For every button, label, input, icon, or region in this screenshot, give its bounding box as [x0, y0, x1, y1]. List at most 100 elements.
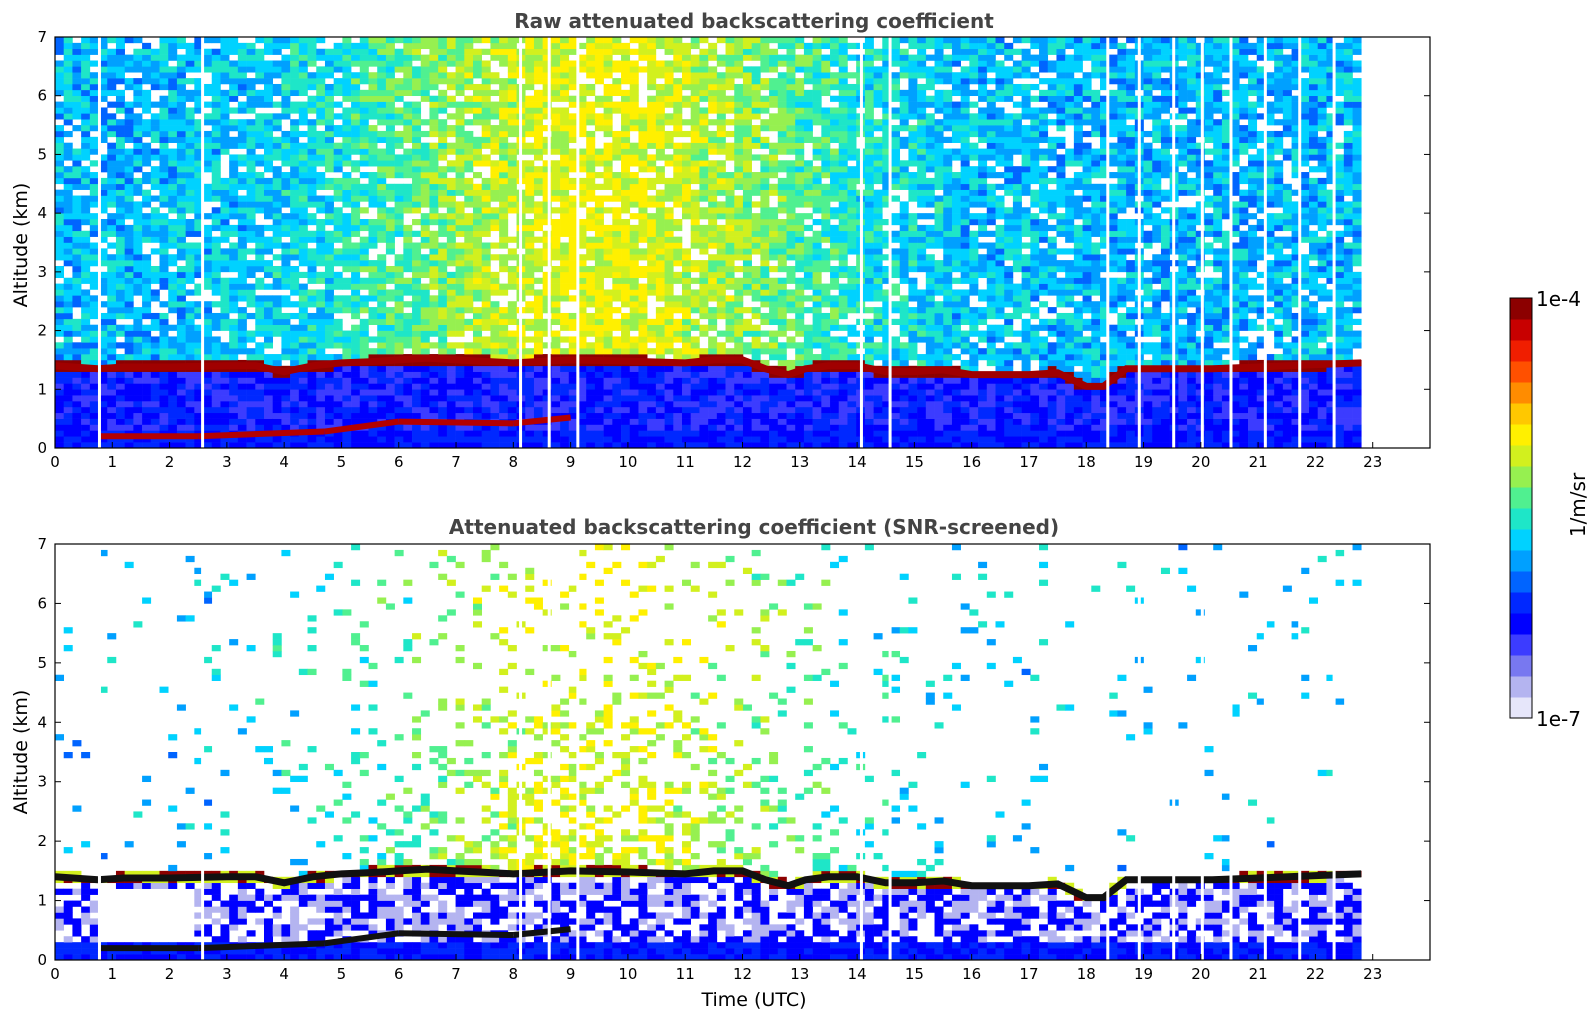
heatmap-cell: [464, 195, 474, 202]
heatmap-cell: [324, 119, 334, 126]
heatmap-cell: [89, 83, 99, 91]
heatmap-cell: [246, 54, 256, 61]
heatmap-cell: [403, 412, 413, 419]
heatmap-cell: [473, 242, 483, 249]
heatmap-cell: [385, 48, 395, 55]
heatmap-cell: [638, 389, 648, 396]
heatmap-cell: [586, 389, 596, 396]
heatmap-cell: [638, 248, 648, 255]
heatmap-cell: [246, 377, 256, 384]
heatmap-cell: [499, 324, 509, 331]
heatmap-cell: [176, 172, 186, 179]
heatmap-cell: [133, 330, 143, 337]
heatmap-cell: [298, 348, 308, 355]
heatmap-cell: [351, 72, 361, 79]
heatmap-cell: [716, 342, 726, 349]
heatmap-cell: [507, 430, 517, 437]
heatmap-cell: [664, 160, 674, 167]
heatmap-cell: [490, 189, 500, 196]
heatmap-cell: [107, 359, 117, 367]
heatmap-cell: [298, 183, 308, 190]
heatmap-cell: [115, 354, 125, 361]
heatmap-cell: [734, 219, 744, 226]
heatmap-cell: [664, 177, 674, 185]
heatmap-cell: [72, 89, 82, 97]
heatmap-cell: [525, 54, 535, 61]
heatmap-cell: [716, 389, 726, 396]
heatmap-cell: [629, 301, 639, 308]
heatmap-cell: [603, 89, 613, 97]
heatmap-cell: [107, 160, 117, 167]
heatmap-cell: [446, 271, 456, 279]
heatmap-cell: [98, 330, 108, 337]
heatmap-cell: [333, 336, 343, 343]
heatmap-cell: [211, 236, 221, 243]
heatmap-cell: [63, 48, 73, 55]
heatmap-cell: [115, 66, 125, 73]
heatmap-cell: [533, 401, 543, 408]
heatmap-cell: [394, 277, 404, 284]
heatmap-cell: [473, 201, 483, 208]
heatmap-cell: [734, 371, 744, 378]
heatmap-cell: [220, 401, 230, 408]
heatmap-cell: [603, 377, 613, 384]
heatmap-cell: [525, 301, 535, 308]
heatmap-cell: [176, 42, 186, 50]
heatmap-cell: [612, 136, 622, 143]
heatmap-cell: [55, 436, 65, 443]
heatmap-cell: [55, 160, 65, 167]
heatmap-cell: [368, 348, 378, 355]
heatmap-cell: [560, 148, 570, 155]
heatmap-cell: [594, 195, 604, 202]
heatmap-cell: [533, 101, 543, 108]
heatmap-cell: [237, 201, 247, 208]
heatmap-cell: [499, 89, 509, 97]
heatmap-cell: [629, 48, 639, 55]
heatmap-cell: [655, 101, 665, 108]
heatmap-cell: [72, 125, 82, 132]
heatmap-cell: [525, 230, 535, 237]
heatmap-cell: [734, 283, 744, 290]
heatmap-cell: [507, 236, 517, 243]
heatmap-cell: [725, 377, 735, 384]
heatmap-cell: [55, 207, 65, 214]
heatmap-cell: [72, 318, 82, 325]
heatmap-cell: [81, 66, 91, 73]
heatmap-cell: [290, 177, 300, 185]
heatmap-cell: [246, 172, 256, 179]
heatmap-cell: [72, 418, 82, 425]
heatmap-cell: [621, 295, 631, 302]
heatmap-cell: [81, 312, 91, 320]
heatmap-cell: [220, 406, 230, 414]
heatmap-cell: [220, 289, 230, 296]
heatmap-cell: [708, 389, 718, 396]
heatmap-cell: [638, 401, 648, 408]
heatmap-cell: [490, 412, 500, 419]
heatmap-cell: [690, 160, 700, 167]
heatmap-cell: [89, 418, 99, 425]
heatmap-cell: [586, 183, 596, 190]
heatmap-cell: [307, 154, 317, 161]
heatmap-cell: [185, 395, 195, 402]
heatmap-cell: [298, 189, 308, 196]
heatmap-cell: [246, 219, 256, 226]
heatmap-cell: [377, 312, 387, 320]
heatmap-cell: [647, 230, 657, 237]
heatmap-cell: [473, 60, 483, 67]
heatmap-cell: [429, 412, 439, 419]
heatmap-cell: [621, 336, 631, 343]
heatmap-cell: [655, 365, 665, 372]
heatmap-cell: [734, 130, 744, 138]
heatmap-cell: [612, 89, 622, 97]
heatmap-cell: [220, 189, 230, 196]
heatmap-cell: [464, 130, 474, 138]
heatmap-cell: [290, 265, 300, 273]
heatmap-cell: [63, 224, 73, 232]
heatmap-cell: [115, 101, 125, 108]
heatmap-cell: [150, 348, 160, 355]
heatmap-cell: [481, 201, 491, 208]
heatmap-cell: [359, 371, 369, 378]
heatmap-cell: [542, 148, 552, 155]
heatmap-cell: [142, 301, 152, 308]
heatmap-cell: [220, 78, 230, 85]
